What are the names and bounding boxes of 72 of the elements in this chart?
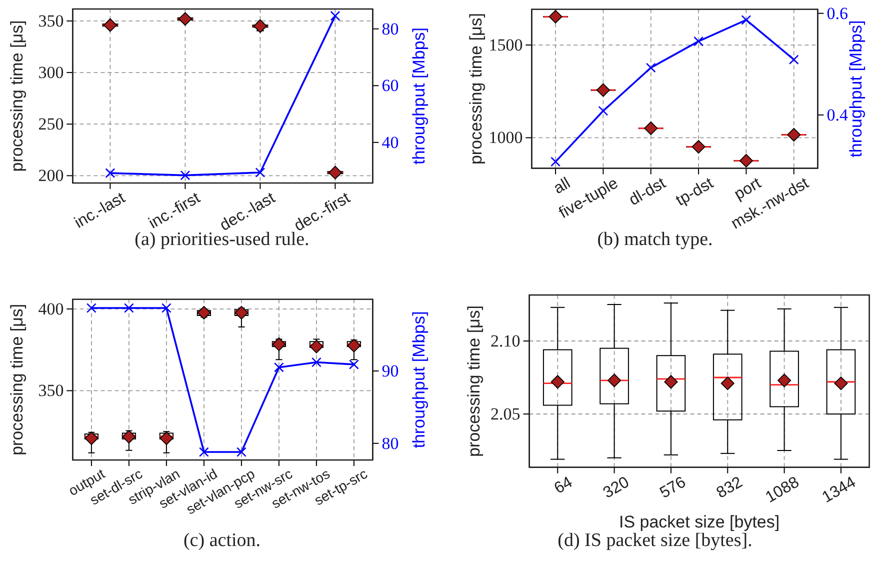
x-tick-label: 320 (600, 474, 632, 502)
y-tick-label: 2.05 (490, 404, 520, 424)
point (739, 154, 753, 168)
point (694, 36, 704, 46)
y-axis-title: processing time [μs] (466, 13, 486, 165)
x-tick-label: 576 (657, 474, 689, 502)
y2-tick-label: 90 (382, 361, 399, 380)
y2-axis-title: throughput [Mbps] (410, 27, 429, 165)
point (644, 121, 658, 136)
y-tick-label: 300 (38, 62, 64, 82)
y2-tick-label: 0.4 (826, 105, 848, 124)
point (253, 19, 267, 33)
y-tick-label: 200 (38, 166, 64, 186)
point (160, 431, 174, 446)
y-tick-label: 400 (38, 299, 64, 318)
y-axis-title: processing time [μs] (8, 304, 27, 456)
point (272, 337, 286, 352)
y-tick-label: 250 (38, 114, 64, 134)
y2-axis-title: throughput [Mbps] (846, 20, 866, 158)
point (787, 128, 801, 142)
point (236, 447, 246, 457)
point (312, 357, 322, 368)
point (180, 170, 190, 180)
y-tick-label: 2.10 (490, 331, 520, 350)
y2-tick-label: 60 (382, 76, 399, 96)
point (349, 360, 359, 370)
y-axis-title: processing time [μs] (8, 20, 27, 172)
y2-tick-label: 80 (382, 19, 399, 38)
y2-tick-label: 40 (382, 132, 399, 152)
text: (c) action. (183, 530, 261, 551)
text: (d) IS packet size [bytes]. (558, 530, 752, 551)
x-axis-title: IS packet size [bytes] (618, 512, 780, 532)
y-axis-title: processing time [μs] (464, 305, 484, 457)
point (646, 62, 656, 73)
point (199, 447, 209, 457)
point (122, 430, 136, 444)
point (234, 306, 248, 320)
point (548, 10, 562, 24)
point (105, 168, 116, 178)
point (84, 431, 98, 446)
x-tick-label: dl-dst (626, 174, 670, 210)
text: (b) match type. (597, 229, 713, 250)
point (598, 106, 608, 116)
point (330, 10, 340, 21)
point (596, 83, 610, 97)
y2-axis-title: throughput [Mbps] (410, 311, 429, 448)
point (550, 156, 560, 167)
y-tick-label: 350 (38, 381, 64, 400)
x-tick-label: 1088 (762, 474, 802, 506)
point (274, 362, 284, 372)
y-tick-label: 1000 (488, 128, 523, 148)
point (788, 54, 799, 65)
x-tick-label: 64 (552, 474, 576, 498)
y-tick-label: 350 (38, 11, 64, 30)
point (178, 12, 192, 26)
y2-tick-label: 80 (382, 434, 399, 453)
y-tick-label: 1500 (488, 35, 523, 54)
point (310, 340, 324, 354)
point (124, 303, 134, 313)
point (162, 303, 172, 313)
x-tick-label: 1344 (820, 474, 859, 506)
text: (a) priorities-used rule. (134, 229, 310, 250)
x-tick-label: 832 (714, 474, 746, 502)
point (255, 168, 266, 178)
y2-tick-label: 0.6 (826, 4, 848, 23)
point (103, 18, 117, 32)
point (197, 306, 211, 320)
point (86, 303, 96, 313)
point (692, 140, 706, 154)
point (741, 15, 752, 25)
point (347, 338, 361, 352)
point (328, 166, 342, 180)
